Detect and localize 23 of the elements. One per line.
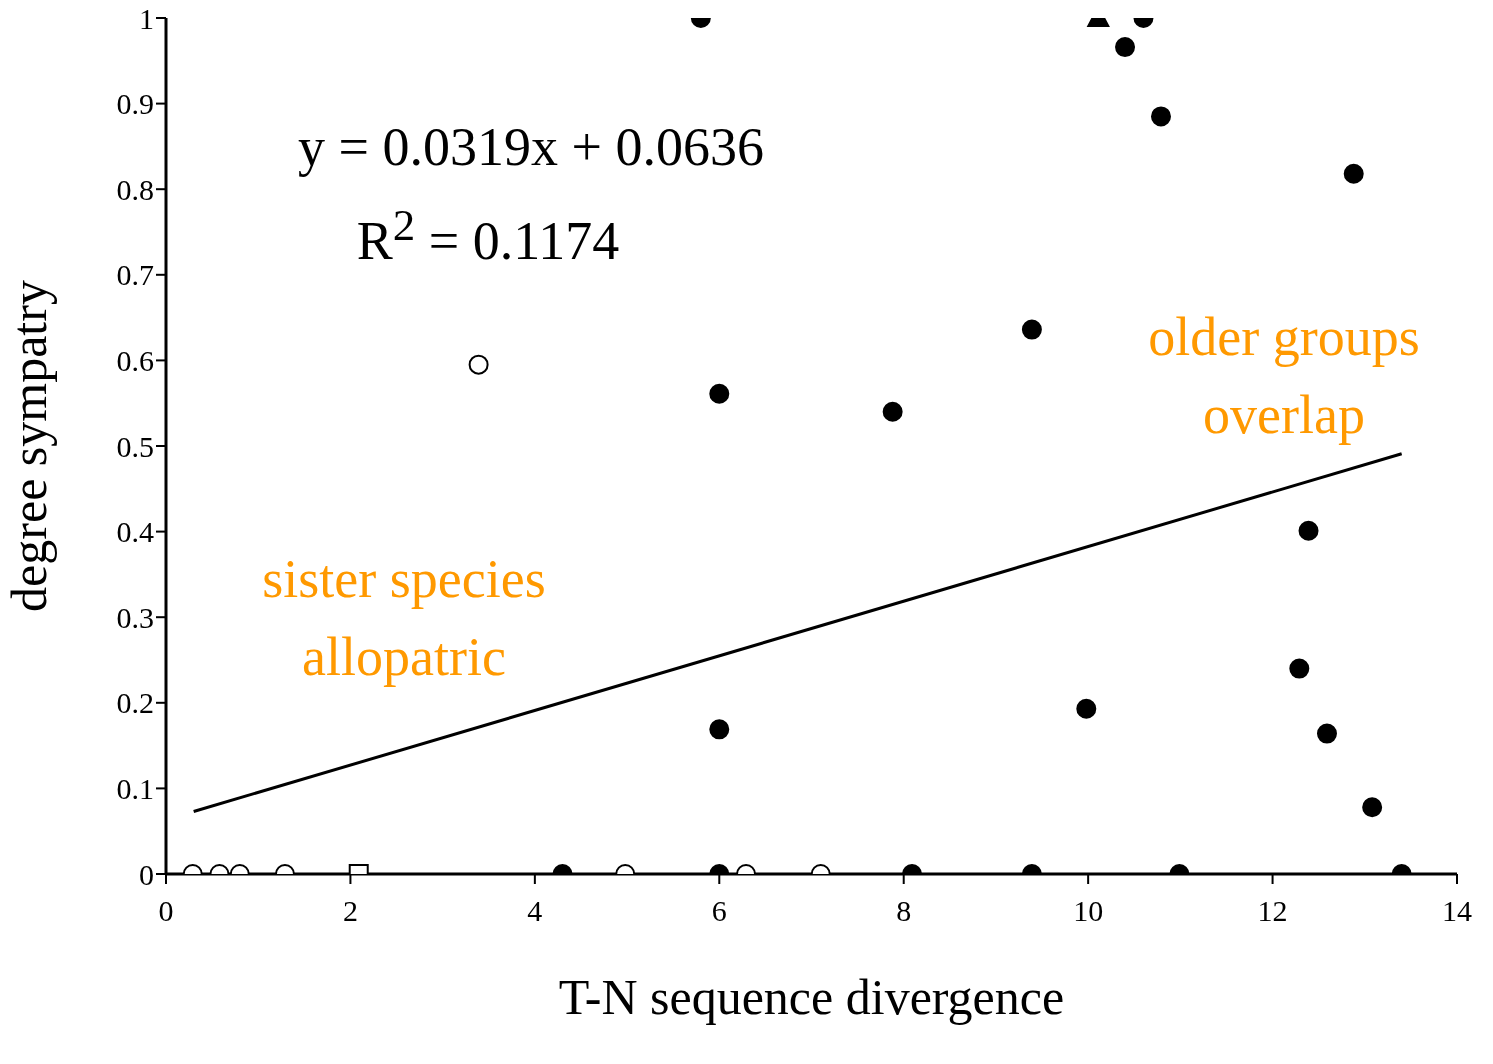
y-tick-label: 0.3 <box>116 600 154 634</box>
y-tick-label: 0 <box>139 857 154 891</box>
y-axis-title: degree sympatry <box>0 280 57 612</box>
annotation: y = 0.0319x + 0.0636 R$^{2}$ = 0.1174 <box>298 116 764 273</box>
y-tick-label: 0.2 <box>116 686 154 720</box>
y-tick-label: 0.6 <box>116 344 154 378</box>
y-tick-label: 0.7 <box>116 258 154 292</box>
x-tick-label: 6 <box>711 894 727 928</box>
x-tick-label: 14 <box>1442 894 1472 928</box>
y-tick-label: 0.4 <box>116 515 154 549</box>
x-tick-label: 12 <box>1257 894 1288 928</box>
y-tick-label: 1 <box>139 1 154 35</box>
x-tick-label: 10 <box>1073 894 1104 928</box>
y-tick-label: 0.5 <box>116 429 154 463</box>
x-tick-label: 8 <box>896 894 912 928</box>
x-tick-label: 4 <box>527 894 543 928</box>
x-tick-label: 2 <box>342 894 358 928</box>
annotation: sister species allopatric <box>261 548 547 689</box>
annotation: older groups overlap <box>1147 306 1421 447</box>
x-axis-title: T-N sequence divergence <box>558 969 1065 1025</box>
y-tick-label: 0.9 <box>116 87 154 121</box>
y-tick-label: 0.1 <box>116 772 154 806</box>
y-tick-label: 0.8 <box>116 172 154 206</box>
